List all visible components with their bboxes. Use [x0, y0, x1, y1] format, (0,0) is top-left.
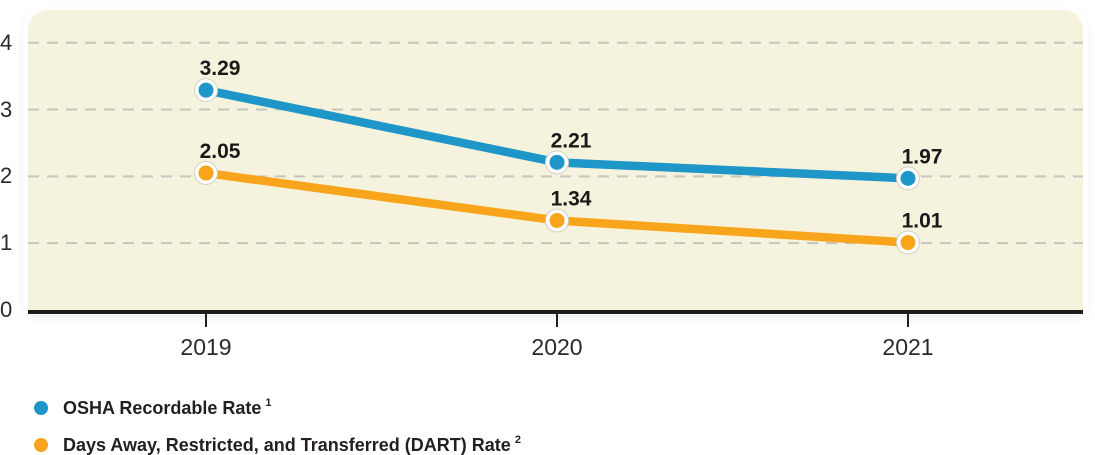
legend-footnote-marker: 2: [514, 433, 521, 446]
line-chart-svg: 3.29 2.21 1.97 2.05 1.34 1.01: [28, 41, 1083, 255]
x-axis-tick-label: 2020: [531, 334, 583, 360]
y-axis-tick-label: 3: [0, 96, 13, 122]
data-point-marker: [900, 235, 916, 251]
x-axis-line: [28, 310, 1083, 314]
chart-legend: OSHA Recordable Rate 1 Days Away, Restrict…: [34, 396, 521, 455]
x-axis-tick-label: 2019: [180, 334, 232, 360]
y-axis-tick-label: 4: [0, 29, 13, 55]
y-axis-tick-label: 0: [0, 297, 13, 322]
y-axis-tick-label: 1: [0, 230, 13, 256]
data-point-marker: [198, 165, 214, 181]
legend-swatch-icon: [34, 401, 48, 415]
legend-label: OSHA Recordable Rate 1: [63, 396, 272, 418]
legend-footnote-marker: 1: [265, 396, 272, 409]
x-axis-tick-label: 2021: [882, 334, 934, 360]
legend-item: Days Away, Restricted, and Transferred (…: [34, 433, 521, 455]
x-axis-tick-mark: [907, 314, 909, 327]
data-point-marker: [900, 170, 916, 186]
data-point-marker: [198, 82, 214, 98]
data-point-label: 1.97: [902, 145, 943, 168]
legend-label: Days Away, Restricted, and Transferred (…: [63, 433, 521, 455]
data-point-label: 2.21: [551, 129, 592, 152]
legend-swatch-icon: [34, 438, 48, 452]
data-point-label: 2.05: [200, 140, 241, 163]
data-point-label: 3.29: [200, 57, 241, 80]
x-axis-tick-mark: [556, 314, 558, 327]
x-axis-tick-mark: [205, 314, 207, 327]
legend-item: OSHA Recordable Rate 1: [34, 396, 521, 420]
data-point-marker: [549, 212, 565, 228]
data-point-label: 1.01: [902, 210, 943, 233]
chart-plot-area: 3.29 2.21 1.97 2.05 1.34 1.01: [28, 10, 1083, 310]
data-point-label: 1.34: [551, 187, 592, 210]
y-axis-tick-label: 2: [0, 163, 13, 189]
data-point-marker: [549, 154, 565, 170]
